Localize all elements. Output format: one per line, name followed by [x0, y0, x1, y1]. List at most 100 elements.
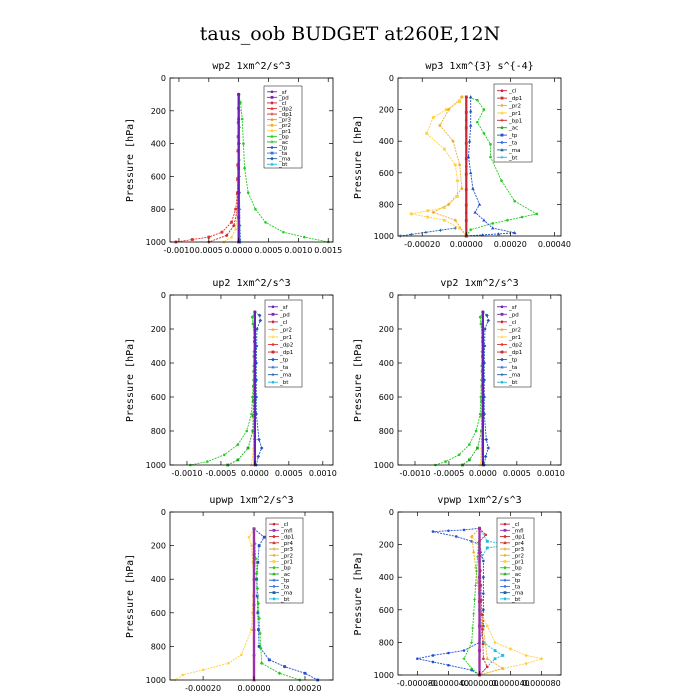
- data-point: [201, 668, 205, 672]
- panel-title: upwp 1xm^2/s^3: [209, 495, 293, 506]
- legend-entry: _ta: [280, 584, 289, 590]
- legend-marker: [500, 380, 504, 384]
- y-axis-label: Pressure [hPa]: [353, 551, 364, 635]
- data-point: [181, 673, 185, 677]
- data-point: [444, 460, 447, 463]
- legend-marker: [503, 553, 507, 557]
- data-point: [439, 228, 443, 232]
- data-point: [453, 226, 457, 230]
- x-tick-label: 0.0000: [469, 469, 497, 478]
- data-point: [255, 577, 258, 581]
- data-point: [483, 641, 488, 645]
- legend-entry: _ma: [508, 373, 520, 379]
- data-point: [252, 527, 256, 531]
- panel-title: vp2 1xm^2/s^3: [440, 278, 518, 289]
- data-point: [303, 671, 307, 675]
- legend-entry: _dp2: [278, 107, 292, 113]
- data-point: [485, 313, 489, 318]
- x-tick-label: 0.00020: [288, 684, 321, 693]
- data-point: [257, 437, 261, 442]
- legend-marker: [272, 541, 276, 545]
- legend-marker: [500, 96, 504, 100]
- legend-entry: _ma: [280, 591, 292, 597]
- y-tick-label: 200: [151, 107, 166, 116]
- y-tick-label: 0: [161, 508, 166, 517]
- data-point: [460, 186, 464, 191]
- y-axis-label: Pressure [hPa]: [125, 554, 136, 638]
- data-point: [506, 218, 509, 222]
- legend: _sf_pd _cl_pr2 _pr1 _dp2_dp1 _tp_ta _ma_bt: [493, 299, 532, 388]
- legend-marker: [500, 118, 504, 122]
- data-point: [256, 561, 260, 564]
- y-tick-label: 200: [379, 106, 394, 115]
- data-point: [255, 586, 260, 591]
- data-point: [500, 179, 503, 182]
- data-point: [491, 226, 495, 230]
- data-point: [484, 437, 489, 442]
- data-point: [220, 230, 224, 234]
- data-point: [473, 210, 477, 214]
- legend-entry: _mfl: [280, 528, 293, 534]
- data-point: [256, 454, 261, 459]
- series-line-pr2: [432, 96, 467, 237]
- data-point: [470, 666, 474, 670]
- legend-entry: _dp1: [279, 350, 293, 356]
- y-tick-label: 400: [151, 575, 166, 584]
- legend-entry: _ac: [508, 126, 518, 132]
- data-point: [477, 202, 482, 206]
- x-tick-label: -0.0010: [164, 246, 195, 255]
- data-point: [237, 166, 241, 170]
- data-point: [513, 231, 517, 235]
- y-tick-label: 600: [151, 172, 166, 181]
- legend-marker: [271, 343, 275, 346]
- legend-entry: _bp: [511, 566, 522, 572]
- data-point: [485, 539, 489, 543]
- data-point: [482, 395, 487, 399]
- legend-entry: _bp1: [508, 118, 522, 124]
- legend-entry: _bp: [278, 134, 289, 140]
- data-point: [524, 653, 528, 658]
- data-point: [456, 195, 459, 198]
- panels: wp2 1xm^2/s^3 Pressure [hPa] 0 200 400 600 800…: [125, 61, 571, 693]
- legend-marker: [500, 357, 504, 362]
- chart-panel-2: wp3 1xm^{3} s^{-4} Pressure [hPa] 0 200 400 6…: [353, 61, 571, 249]
- x-tick-label: -0.0010: [172, 469, 203, 478]
- panel-title: wp2 1xm^2/s^3: [212, 61, 290, 72]
- data-point: [251, 322, 255, 326]
- data-point: [476, 446, 479, 450]
- legend-marker: [503, 565, 507, 570]
- series-line-dp2: [190, 311, 256, 466]
- y-tick-label: 400: [379, 137, 394, 146]
- legend-entry: _tp: [278, 146, 288, 152]
- legend-entry: _tp: [508, 358, 518, 364]
- legend-marker: [272, 578, 276, 582]
- data-point: [482, 559, 485, 563]
- data-point: [258, 318, 263, 323]
- data-point: [252, 552, 256, 556]
- y-tick-label: 200: [151, 542, 166, 551]
- data-point: [458, 100, 462, 104]
- legend-marker: [270, 140, 274, 144]
- legend-marker: [271, 380, 275, 384]
- legend: _sf_pd _cl_pr2 _pr1 _dp2_dp1 _tp_ta _ma_bt: [264, 299, 303, 388]
- legend-marker: [500, 350, 504, 354]
- legend-entry: _cl: [279, 320, 288, 326]
- data-point: [457, 163, 462, 167]
- series-line-dp2: [435, 311, 484, 466]
- data-point: [253, 412, 257, 416]
- data-point: [457, 453, 461, 457]
- data-point: [424, 230, 428, 234]
- data-point: [474, 583, 478, 587]
- data-point: [282, 230, 285, 234]
- data-point: [481, 361, 485, 365]
- y-tick-label: 800: [151, 205, 166, 214]
- data-point: [482, 132, 486, 135]
- plot-frame: [169, 511, 334, 681]
- y-tick-label: 0: [389, 508, 394, 517]
- data-point: [475, 569, 479, 573]
- legend-marker: [500, 89, 504, 92]
- data-point: [237, 216, 241, 219]
- data-point: [501, 666, 505, 670]
- y-tick-label: 200: [151, 325, 166, 334]
